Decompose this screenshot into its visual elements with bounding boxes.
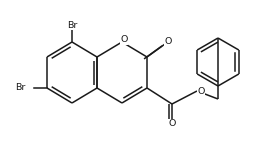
Text: O: O [164, 37, 172, 47]
Text: O: O [120, 36, 128, 44]
Text: O: O [168, 120, 176, 128]
Text: Br: Br [67, 20, 77, 30]
Text: Br: Br [15, 84, 25, 92]
Text: O: O [197, 87, 205, 95]
